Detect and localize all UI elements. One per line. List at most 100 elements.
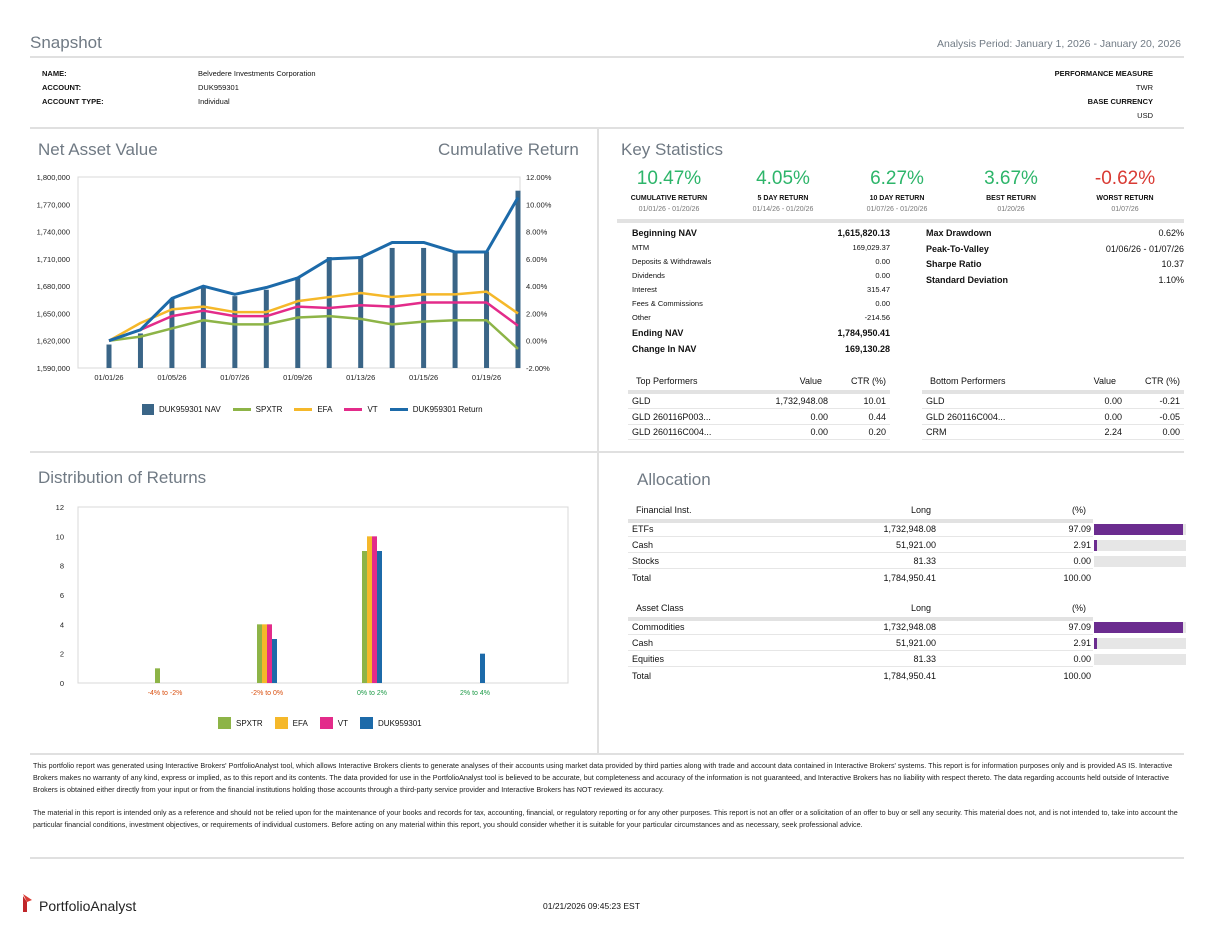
legend-item-efa: EFA [274,717,308,729]
nav-summary-row: Beginning NAV 1,615,820.13 [632,228,890,238]
allocation-name: Cash [632,540,654,550]
nav-x-tick: 01/05/26 [157,373,186,382]
legend-label: DUK959301 [378,718,422,728]
allocation-pct-header: (%) [1072,602,1086,613]
performer-row: GLD 1,732,948.08 10.01 [628,394,890,409]
allocation-total-long: 1,784,950.41 [883,670,936,681]
brand-name: PortfolioAnalyst [39,898,137,914]
stat-value: 3.67% [984,168,1038,189]
return-y-tick: 6.00% [526,255,548,264]
performer-ctr: 0.00 [1162,427,1180,437]
performer-name: GLD 260116P003... [632,411,711,422]
allocation-row: Stocks 81.33 0.00 [628,554,1093,569]
distribution-y-tick: 12 [56,503,64,512]
nav-summary-value: 315.47 [867,285,890,294]
nav-bar [200,287,206,368]
distribution-legend: SPXTR EFA VT DUK959301 [218,717,434,729]
nav-summary-value: 1,615,820.13 [837,228,890,238]
legend-item-vt: VT [319,717,348,729]
nav-y-tick: 1,590,000 [37,364,70,373]
stat-value: 6.27% [870,168,924,189]
allocation-long: 1,732,948.08 [883,622,936,632]
nav-bar [295,277,301,368]
page-title: Snapshot [30,33,102,52]
headline-stats: 10.47% CUMULATIVE RETURN 01/01/26 - 01/20/… [612,168,1182,218]
account-type-value: Individual [198,97,230,106]
distribution-x-tick: -2% to 0% [251,690,283,697]
divider [628,617,1093,621]
stat-range: 01/20/26 [997,206,1025,213]
legend-item-vt: VT [344,405,378,414]
allocation-pct-header: (%) [1072,504,1086,515]
nav-summary-label: Change In NAV [632,344,697,354]
legend-label: DUK959301 NAV [159,405,221,414]
nav-summary-label: Dividends [632,271,665,280]
nav-bar [515,190,521,368]
allocation-bar-fill [1094,540,1097,551]
performer-name: GLD 260116C004... [632,427,712,437]
legend-swatch [360,717,374,729]
nav-y-tick: 1,770,000 [37,200,70,209]
nav-summary-row: Fees & Commissions 0.00 [632,299,890,308]
nav-section-title: Net Asset Value [38,140,158,159]
return-dist-bar [480,653,485,683]
allocation-total-row: Total 1,784,950.41 100.00 [628,570,1093,585]
nav-x-tick: 01/07/26 [220,373,249,382]
nav-summary-label: Ending NAV [632,328,684,338]
nav-summary-row: Interest 315.47 [632,285,890,294]
allocation-table-asset-class: Asset Class Long (%) Commodities 1,732,948.0… [628,599,1188,685]
base-currency-label: BASE CURRENCY [1087,97,1153,106]
performer-ctr: -0.21 [1159,396,1180,406]
disclaimer-paragraph-2: The material in this report is intended … [33,808,1178,829]
nav-bar [137,333,143,368]
return-y-tick: 2.00% [526,309,548,318]
performer-ctr: 10.01 [863,396,886,406]
allocation-pct: 97.09 [1068,524,1091,534]
allocation-pct: 97.09 [1068,622,1091,632]
top-performers-table: Top Performers Value CTR (%) GLD 1,732,94… [628,372,890,442]
nav-summary-row: Change In NAV 169,130.28 [632,344,890,354]
nav-y-tick: 1,680,000 [37,282,70,291]
performer-name: GLD [632,396,651,406]
spxtr-dist-bar [257,624,262,683]
allocation-bar-track [1094,638,1186,649]
key-statistics-title: Key Statistics [621,140,724,159]
nav-summary-label: Beginning NAV [632,228,697,238]
spxtr-dist-bar [155,668,160,683]
nav-y-tick: 1,650,000 [37,309,70,318]
headline-stat: 10.47% CUMULATIVE RETURN 01/01/26 - 01/20/… [612,168,726,213]
nav-y-tick: 1,620,000 [37,337,70,346]
legend-swatch [344,408,363,411]
stat-range: 01/07/26 - 01/20/26 [866,206,928,213]
bottom-ctr-header: CTR (%) [1145,375,1180,386]
allocation-bar-track [1094,540,1186,551]
nav-x-tick: 01/19/26 [472,373,501,382]
nav-y-tick: 1,800,000 [37,173,70,182]
distribution-y-tick: 2 [60,650,64,659]
nav-x-tick: 01/09/26 [283,373,312,382]
allocation-bar-track [1094,556,1186,567]
allocation-long: 51,921.00 [895,638,936,648]
distribution-y-tick: 8 [60,562,64,571]
performer-value: 0.00 [810,411,828,422]
nav-bar [421,247,427,368]
divider [30,451,1184,453]
risk-row: Peak-To-Valley 01/06/26 - 01/07/26 [926,244,1184,254]
nav-summary-label: MTM [632,243,650,252]
top-performers-header: Top Performers [636,375,698,386]
legend-label: EFA [292,718,308,728]
distribution-x-tick: -4% to -2% [148,690,183,697]
nav-bar [169,298,175,368]
nav-x-tick: 01/13/26 [346,373,375,382]
allocation-total-pct: 100.00 [1063,572,1091,583]
performer-value: 0.00 [1104,411,1122,422]
account-label: ACCOUNT: [42,83,82,92]
nav-summary-row: Ending NAV 1,784,950.41 [632,328,890,338]
risk-label: Max Drawdown [926,228,992,238]
risk-row: Max Drawdown 0.62% [926,228,1184,238]
allocation-row: ETFs 1,732,948.08 97.09 [628,522,1093,537]
efa-dist-bar [367,536,372,683]
performer-name: GLD 260116C004... [926,411,1006,422]
risk-value: 0.62% [1158,228,1184,238]
headline-stat: 3.67% BEST RETURN 01/20/26 [954,168,1068,213]
